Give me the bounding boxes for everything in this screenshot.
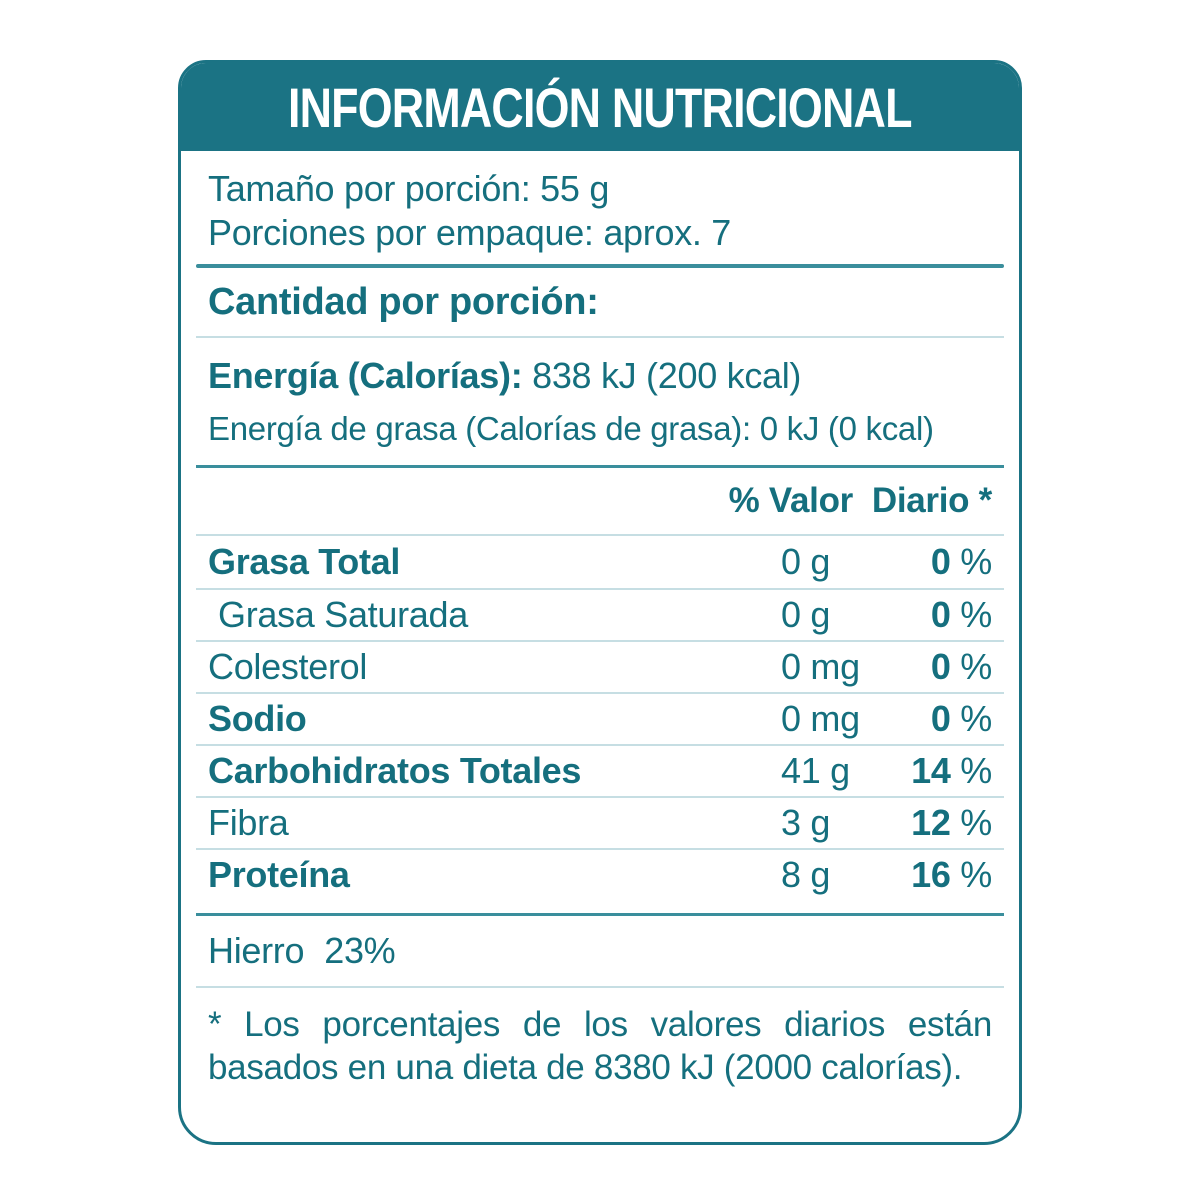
serving-size-line: Tamaño por porción: 55 g [208,168,610,209]
amount-per-serving-heading: Cantidad por porción: [196,268,1004,336]
divider-light-3 [196,986,1004,988]
energy-fat-line: Energía de grasa (Calorías de grasa): 0 … [208,403,992,455]
nutrient-row: Colesterol 0 mg 0 % [196,640,1004,692]
nutrient-daily-value: 0 % [899,594,1004,636]
divider-medium-2 [196,913,1004,916]
nutrient-daily-value-number: 0 [930,698,951,739]
nutrient-daily-value-number: 0 [930,646,951,687]
nutrient-amount: 3 g [781,802,831,843]
energy-value: 838 kJ (200 kcal) [532,355,802,396]
nutrient-name: Proteína [208,854,350,895]
nutrient-amount: 8 g [781,854,831,895]
divider-medium-1 [196,465,1004,468]
percent-sign: % [960,646,992,687]
energy-line: Energía (Calorías): 838 kJ (200 kcal) [208,349,992,403]
nutrition-label: INFORMACIÓN NUTRICIONAL Tamaño por porci… [178,60,1022,1145]
nutrient-row: Sodio 0 mg 0 % [196,692,1004,744]
energy-fat-label: Energía de grasa (Calorías de grasa): [208,410,751,447]
nutrient-daily-value-number: 12 [911,802,951,843]
nutrient-daily-value-number: 0 [930,541,951,582]
energy-label: Energía (Calorías): [208,355,523,396]
nutrient-amount: 41 g [781,750,850,791]
nutrient-daily-value-number: 0 [930,594,951,635]
footnote-text: * Los porcentajes de los valores diarios… [208,1005,992,1087]
label-body: Tamaño por porción: 55 g Porciones por e… [181,151,1019,1089]
iron-label: Hierro [208,930,305,971]
nutrient-daily-value: 16 % [899,854,1004,896]
nutrient-name: Grasa Total [208,541,401,582]
iron-line: Hierro 23% [196,916,1004,986]
nutrient-amount: 0 mg [781,646,860,687]
energy-section: Energía (Calorías): 838 kJ (200 kcal) En… [196,338,1004,465]
nutrient-name: Colesterol [208,646,368,687]
nutrient-amount: 0 g [781,594,831,635]
percent-sign: % [960,541,992,582]
daily-value-header: % Valor Diario * [728,481,993,520]
divider-light-1 [196,336,1004,338]
nutrient-daily-value-number: 16 [911,854,951,895]
energy-fat-value: 0 kJ (0 kcal) [759,410,934,447]
percent-sign: % [960,854,992,895]
nutrient-daily-value: 0 % [899,646,1004,688]
percent-sign: % [960,698,992,739]
nutrient-daily-value: 14 % [899,750,1004,792]
amount-per-serving-label: Cantidad por porción: [208,280,599,323]
nutrient-name: Sodio [208,698,307,739]
divider-light-2 [196,534,1004,536]
nutrient-name: Grasa Saturada [218,594,468,635]
nutrient-amount: 0 mg [781,698,860,739]
spacer [196,900,1004,913]
serving-info: Tamaño por porción: 55 g Porciones por e… [196,151,1004,264]
nutrient-row: Fibra 3 g 12 % [196,796,1004,848]
iron-value: 23% [324,930,396,971]
percent-sign: % [960,594,992,635]
nutrient-daily-value: 0 % [899,698,1004,740]
nutrient-daily-value: 12 % [899,802,1004,844]
servings-per-package-line: Porciones por empaque: aprox. 7 [208,212,732,253]
nutrient-daily-value-number: 14 [911,750,951,791]
nutrient-name: Carbohidratos Totales [208,750,582,791]
nutrient-row: Grasa Saturada 0 g 0 % [196,588,1004,640]
nutrient-row: Carbohidratos Totales 41 g 14 % [196,744,1004,796]
nutrient-rows: Grasa Total 0 g 0 % Grasa Saturada 0 g 0… [196,536,1004,900]
label-title: INFORMACIÓN NUTRICIONAL [288,75,912,139]
nutrient-name: Fibra [208,802,289,843]
nutrient-daily-value: 0 % [899,541,1004,583]
divider-thick [196,264,1004,268]
nutrient-row: Grasa Total 0 g 0 % [196,536,1004,588]
daily-value-header-row: % Valor Diario * [196,468,1004,534]
percent-sign: % [960,802,992,843]
percent-sign: % [960,750,992,791]
nutrient-amount: 0 g [781,541,831,582]
label-header: INFORMACIÓN NUTRICIONAL [181,63,1019,151]
nutrient-row: Proteína 8 g 16 % [196,848,1004,900]
